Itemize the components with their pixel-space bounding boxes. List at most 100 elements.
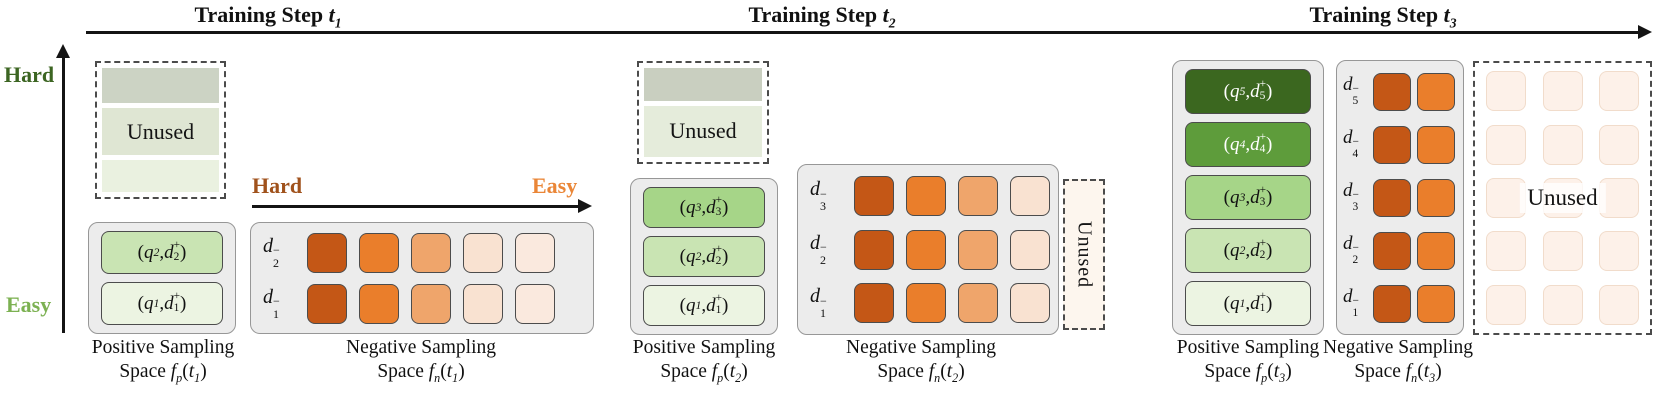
math-supsub: −2 <box>820 241 827 266</box>
math-sub: 1 <box>695 298 702 312</box>
math-text: d <box>164 292 174 314</box>
difficulty-axis-arrowhead-icon <box>55 44 70 58</box>
math-text: d <box>1250 292 1260 314</box>
math-text: q <box>685 245 696 267</box>
negative-doc-label: d −3 <box>1343 180 1367 215</box>
negative-sample-square <box>1417 125 1455 164</box>
math-sub: 2 <box>888 15 896 31</box>
unused-region: Unused <box>637 61 769 164</box>
math-sub: 1 <box>715 303 722 316</box>
unused-label: Unused <box>126 118 195 144</box>
unused-square <box>1486 71 1527 112</box>
positive-pair-box: (q 2, d +2) <box>1185 228 1311 273</box>
math-supsub: −5 <box>1353 83 1359 108</box>
math-text: ) <box>1266 80 1273 102</box>
math-supsub: +1 <box>174 290 180 315</box>
math-text: q <box>685 196 696 218</box>
math-text: ( <box>723 361 730 383</box>
math-text: Space <box>119 361 171 383</box>
unused-grid <box>1480 68 1645 328</box>
math-text: t <box>729 361 736 383</box>
math-supsub: +2 <box>715 242 723 268</box>
math-text: ( <box>137 241 144 263</box>
negative-space-caption-line1: Negative Sampling <box>345 337 496 358</box>
unused-square <box>1598 231 1639 272</box>
math-sub: 3 <box>820 199 826 214</box>
math-sup: + <box>173 238 181 251</box>
negative-sample-square <box>1010 175 1050 216</box>
hardness-label-easy: Easy <box>532 173 578 198</box>
positive-sampling-panel: (q 2, d +2)(q 1, d +1) <box>88 222 236 334</box>
math-text: Space <box>377 361 429 383</box>
math-text: , <box>701 245 707 267</box>
positive-space-caption-line1: Positive Sampling <box>632 337 776 358</box>
math-supsub: −2 <box>273 244 280 269</box>
math-sup: + <box>1259 289 1267 302</box>
hardness-arrow-line <box>252 205 580 208</box>
math-sup: − <box>1352 295 1359 308</box>
math-sup: − <box>1352 189 1359 202</box>
math-text: t <box>446 361 453 383</box>
math-text: ( <box>679 294 686 316</box>
negative-sample-row: d −4 <box>1343 120 1457 169</box>
math-sub: 3 <box>1259 195 1266 208</box>
math-text: ) <box>722 294 729 316</box>
negative-sample-square <box>958 229 998 270</box>
math-text: ( <box>679 196 686 218</box>
math-text: ) <box>1266 239 1273 261</box>
math-sub: 2 <box>695 249 702 263</box>
math-text: ( <box>940 361 947 383</box>
math-text: d <box>706 245 716 267</box>
math-text: ) <box>958 361 965 383</box>
math-sub: n <box>434 371 441 386</box>
positive-space-caption-line1: Positive Sampling <box>1176 337 1320 358</box>
math-sub: 4 <box>1259 142 1266 155</box>
math-text: Training Step <box>194 2 329 27</box>
math-text: d <box>1343 179 1353 201</box>
math-text: f <box>711 361 718 383</box>
positive-pair-box: (q 1, d +1) <box>643 285 765 326</box>
math-sub: 5 <box>1239 84 1246 98</box>
positive-space-caption: Positive Sampling Space fp(t1) <box>33 336 293 386</box>
negative-space-caption-line1: Negative Sampling <box>845 337 996 358</box>
math-sup: + <box>715 242 723 255</box>
negative-sample-square <box>359 283 399 324</box>
negative-doc-label: d −1 <box>810 285 842 321</box>
math-text: , <box>1245 239 1251 261</box>
math-text: ( <box>1267 361 1274 383</box>
unused-square <box>1542 71 1583 112</box>
math-sub: 1 <box>273 306 279 321</box>
unused-region: Unused <box>1063 179 1105 330</box>
math-supsub: +1 <box>715 292 722 317</box>
math-supsub: +3 <box>716 194 722 219</box>
math-text: ( <box>1417 361 1424 383</box>
math-text: d <box>706 294 716 316</box>
math-text: d <box>1250 239 1260 261</box>
negative-space-caption: Negative Sampling Space fn(t2) <box>791 336 1051 386</box>
negative-sample-square <box>515 232 555 273</box>
positive-space-caption-line2: Space fp(t3) <box>1118 360 1378 386</box>
math-text: , <box>1245 292 1251 314</box>
step-title: Training Step t2 <box>662 2 982 31</box>
math-supsub: +3 <box>1259 184 1266 209</box>
negative-sample-square <box>1373 231 1411 270</box>
math-text: , <box>159 292 165 314</box>
math-supsub: −1 <box>1352 295 1359 320</box>
math-text: q <box>1229 292 1240 314</box>
math-text: q <box>685 294 696 316</box>
negative-sample-square <box>906 283 946 324</box>
positive-space-caption-line2: Space fp(t1) <box>33 360 293 386</box>
math-text: f <box>928 361 935 383</box>
math-text: ( <box>440 361 447 383</box>
math-sup: + <box>1259 77 1267 90</box>
math-supsub: −1 <box>820 295 827 320</box>
math-sub: 3 <box>1239 190 1246 204</box>
negative-doc-label: d −2 <box>1343 233 1367 268</box>
timeline-arrow-line <box>86 31 1640 34</box>
negative-sample-square <box>463 283 503 324</box>
negative-sample-row: d −3 <box>810 173 1050 219</box>
step-title: Training Step t1 <box>108 2 428 31</box>
difficulty-axis-line <box>62 56 65 333</box>
math-text: d <box>1343 73 1353 95</box>
